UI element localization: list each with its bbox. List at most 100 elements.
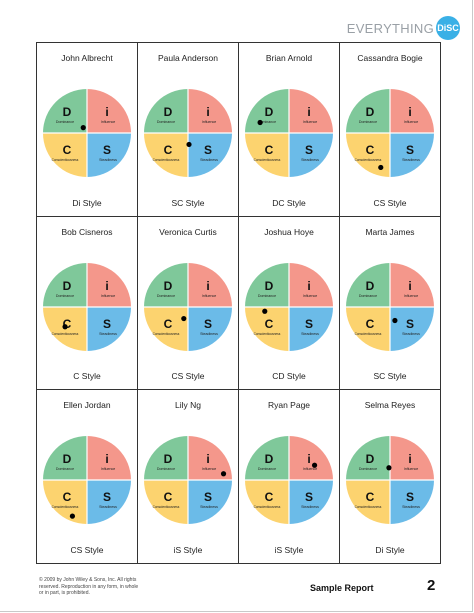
style-dot (62, 323, 68, 330)
person-name: John Albrecht (61, 53, 113, 63)
quadrant-label-i: Influence (202, 467, 217, 471)
quadrant-s (188, 133, 232, 177)
quadrant-label-c: Conscientiousness (254, 158, 281, 162)
quadrant-label-s: Steadiness (402, 158, 420, 162)
quadrant-i (289, 436, 333, 481)
person-style: DC Style (272, 197, 306, 208)
person-name: Brian Arnold (265, 53, 313, 63)
quadrant-letter-i: i (307, 105, 310, 119)
quadrant-letter-c: C (63, 317, 72, 331)
style-dot (311, 462, 318, 469)
person-name: Cassandra Bogie (357, 53, 423, 63)
quadrant-letter-i: i (206, 452, 209, 466)
quadrant-d (245, 89, 289, 133)
disc-map-grid: John Albrecht D Dominance i Influence C Consci… (36, 42, 441, 564)
quadrant-label-s: Steadiness (99, 158, 117, 162)
person-cell: Ellen Jordan D Dominance i Influence C Conscie… (37, 390, 138, 564)
person-cell: John Albrecht D Dominance i Influence C Consci… (37, 43, 138, 217)
quadrant-c (144, 133, 188, 177)
quadrant-letter-c: C (164, 143, 173, 157)
style-dot (378, 164, 384, 171)
person-style: CS Style (171, 371, 205, 382)
quadrant-s (289, 480, 333, 525)
person-style: C Style (73, 371, 101, 382)
quadrant-d (144, 89, 188, 133)
quadrant-label-i: Influence (101, 294, 116, 298)
quadrant-letter-d: D (164, 452, 173, 466)
quadrant-letter-d: D (164, 279, 173, 293)
quadrant-i (188, 262, 232, 307)
person-cell: Bob Cisneros D Dominance i Influence C Conscie… (37, 216, 138, 391)
quadrant-label-c: Conscientiousness (254, 505, 281, 509)
quadrant-letter-i: i (105, 279, 108, 293)
person-style: CS Style (373, 197, 407, 208)
brand-word: EVERYTHING (346, 20, 434, 36)
quadrant-d (43, 89, 87, 133)
quadrant-c (245, 306, 289, 351)
quadrant-s (390, 306, 434, 351)
quadrant-c (245, 480, 289, 525)
style-dot (80, 125, 86, 131)
quadrant-label-c: Conscientiousness (153, 332, 180, 336)
person-name: Paula Anderson (157, 53, 219, 63)
quadrant-letter-i: i (408, 105, 411, 119)
quadrant-d (346, 262, 390, 307)
person-cell: Joshua Hoye D Dominance i Influence C Conscien… (239, 216, 340, 391)
quadrant-d (43, 436, 87, 481)
quadrant-label-d: Dominance (56, 120, 74, 124)
style-dot (69, 513, 76, 520)
quadrant-letter-s: S (406, 143, 414, 157)
quadrant-letter-s: S (103, 143, 111, 157)
quadrant-s (188, 306, 232, 351)
quadrant-d (346, 89, 390, 133)
quadrant-label-c: Conscientiousness (355, 158, 382, 162)
person-style: CS Style (70, 545, 104, 555)
quadrant-letter-i: i (408, 279, 411, 293)
quadrant-label-i: Influence (101, 120, 116, 124)
quadrant-letter-d: D (164, 105, 173, 119)
quadrant-letter-s: S (406, 317, 414, 331)
person-name: Ellen Jordan (63, 400, 111, 411)
quadrant-i (390, 436, 434, 481)
quadrant-i (289, 262, 333, 307)
page-number: 2 (427, 577, 436, 594)
quadrant-label-c: Conscientiousness (52, 158, 79, 162)
quadrant-i (390, 262, 434, 307)
quadrant-s (390, 133, 434, 177)
quadrant-letter-i: i (206, 105, 209, 119)
person-name: Bob Cisneros (61, 226, 113, 237)
footer-copyright: © 2009 by John Wiley & Sons, Inc. All ri… (39, 577, 139, 596)
person-cell: Brian Arnold D Dominance i Influence C Conscie… (239, 43, 340, 217)
quadrant-letter-c: C (63, 143, 72, 157)
quadrant-i (390, 89, 434, 133)
person-cell: Cassandra Bogie D Dominance i Influence C Cons… (340, 43, 441, 217)
quadrant-s (87, 480, 131, 525)
quadrant-label-i: Influence (404, 467, 419, 471)
style-dot (220, 471, 227, 477)
footer-title: Sample Report (310, 583, 374, 593)
quadrant-letter-c: C (164, 317, 173, 331)
quadrant-letter-d: D (366, 452, 375, 466)
quadrant-letter-d: D (63, 279, 72, 293)
quadrant-s (289, 133, 333, 177)
quadrant-letter-c: C (63, 490, 72, 504)
quadrant-label-i: Influence (202, 294, 217, 298)
quadrant-label-s: Steadiness (402, 332, 420, 336)
person-style: SC Style (171, 197, 205, 208)
quadrant-letter-s: S (406, 490, 414, 504)
quadrant-d (245, 262, 289, 307)
quadrant-label-s: Steadiness (301, 158, 319, 162)
quadrant-letter-i: i (206, 279, 209, 293)
quadrant-label-d: Dominance (258, 467, 276, 471)
style-dot (386, 465, 392, 471)
quadrant-label-c: Conscientiousness (52, 332, 79, 336)
quadrant-letter-d: D (366, 279, 375, 293)
person-style: iS Style (173, 545, 203, 555)
quadrant-letter-d: D (63, 105, 72, 119)
